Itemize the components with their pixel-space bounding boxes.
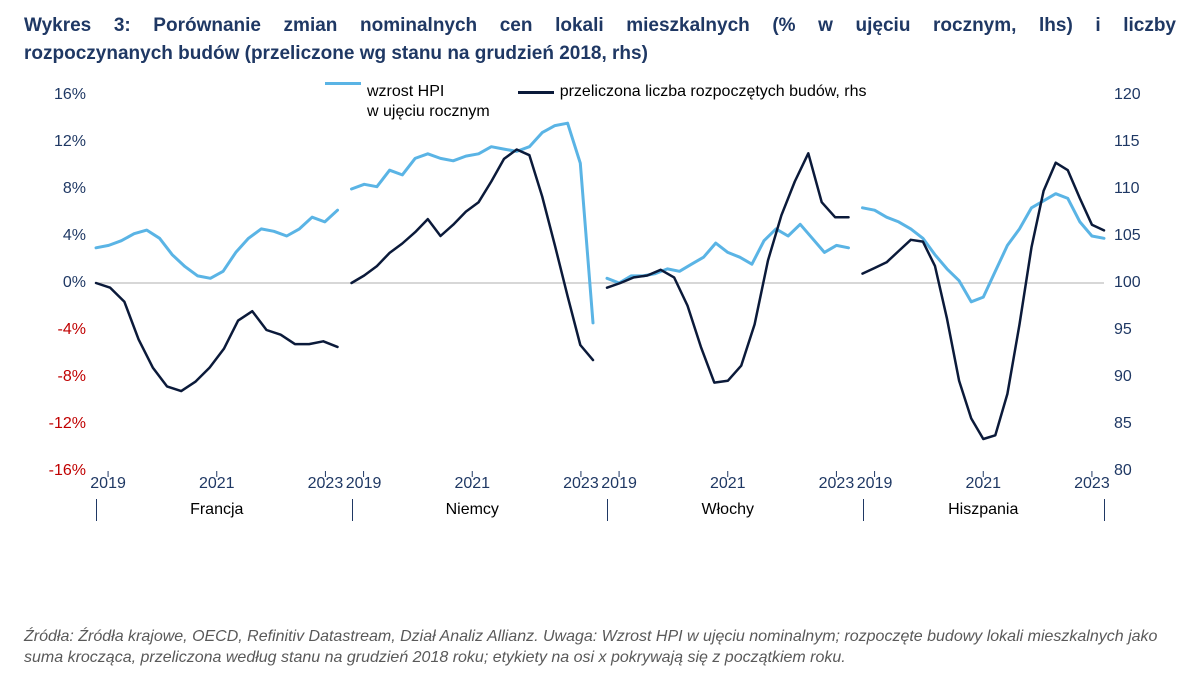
y-axis-right: 12011511010510095908580 <box>1106 95 1176 525</box>
x-tick-year: 2021 <box>454 475 490 493</box>
panel-separator <box>96 499 97 521</box>
y-right-tick: 80 <box>1114 462 1132 480</box>
x-tick-year: 2023 <box>1074 475 1110 493</box>
chart-title: Wykres 3: Porównanie zmian nominalnych c… <box>24 12 1176 67</box>
x-country-label: Włochy <box>702 501 754 519</box>
x-tick-year: 2019 <box>90 475 126 493</box>
panel-separator <box>1104 499 1105 521</box>
x-tick-year: 2021 <box>710 475 746 493</box>
y-left-tick: -8% <box>58 368 86 386</box>
x-country-label: Niemcy <box>446 501 499 519</box>
y-axis-left: 16%12%8%4%0%-4%-8%-12%-16% <box>24 95 94 525</box>
panel-separator <box>352 499 353 521</box>
x-country-label: Hiszpania <box>948 501 1018 519</box>
panel-separator <box>607 499 608 521</box>
y-left-tick: 8% <box>63 180 86 198</box>
plot-svg <box>96 95 1104 471</box>
y-left-tick: -4% <box>58 321 86 339</box>
legend-swatch-starts <box>518 91 554 94</box>
x-tick-year: 2023 <box>563 475 599 493</box>
x-axis: 2019 2021 2023 Francja 2019 2021 2023 Niemcy 201… <box>96 471 1104 525</box>
x-tick-year: 2021 <box>199 475 235 493</box>
legend-swatch-hpi <box>325 82 361 85</box>
title-line1: Wykres 3: Porównanie zmian nominalnych c… <box>24 15 1176 36</box>
plot-area <box>96 95 1104 471</box>
y-right-tick: 100 <box>1114 274 1141 292</box>
y-right-tick: 115 <box>1114 133 1140 151</box>
y-right-tick: 120 <box>1114 86 1141 104</box>
x-tick-year: 2019 <box>857 475 893 493</box>
x-tick-year: 2021 <box>965 475 1001 493</box>
y-left-tick: -16% <box>49 462 86 480</box>
x-tick-year: 2023 <box>819 475 855 493</box>
y-left-tick: 0% <box>63 274 86 292</box>
y-left-tick: 12% <box>54 133 86 151</box>
panel-separator <box>863 499 864 521</box>
y-left-tick: 4% <box>63 227 86 245</box>
figure-container: Wykres 3: Porównanie zmian nominalnych c… <box>0 0 1200 683</box>
x-country-label: Francja <box>190 501 243 519</box>
y-left-tick: 16% <box>54 86 86 104</box>
y-right-tick: 90 <box>1114 368 1132 386</box>
y-right-tick: 85 <box>1114 415 1132 433</box>
source-note: Źródła: Źródła krajowe, OECD, Refinitiv … <box>24 626 1176 669</box>
chart-area: 16%12%8%4%0%-4%-8%-12%-16% 1201151101051… <box>24 95 1176 525</box>
y-left-tick: -12% <box>49 415 86 433</box>
x-tick-year: 2023 <box>308 475 344 493</box>
y-right-tick: 95 <box>1114 321 1132 339</box>
y-right-tick: 110 <box>1114 180 1140 198</box>
y-right-tick: 105 <box>1114 227 1141 245</box>
x-tick-year: 2019 <box>346 475 382 493</box>
x-tick-year: 2019 <box>601 475 637 493</box>
title-line2: rozpoczynanych budów (przeliczone wg sta… <box>24 40 1176 68</box>
